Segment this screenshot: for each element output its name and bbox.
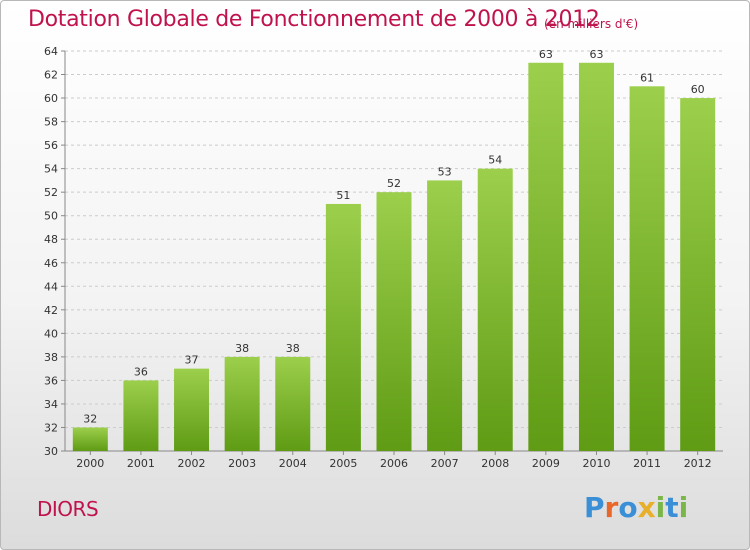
data-label-2007: 53 <box>438 165 452 178</box>
x-tick-label-2001: 2001 <box>127 457 155 470</box>
y-tick-label: 34 <box>44 398 58 411</box>
x-tick-label-2011: 2011 <box>633 457 661 470</box>
bar-2006 <box>376 192 412 452</box>
logo-letter: x <box>637 491 656 524</box>
x-tick-label-2008: 2008 <box>481 457 509 470</box>
y-tick-label: 52 <box>44 186 58 199</box>
x-tick-label-2010: 2010 <box>582 457 610 470</box>
y-tick-label: 56 <box>44 139 58 152</box>
data-label-2005: 51 <box>336 189 350 202</box>
labels: 30 32 34 36 38 40 42 44 46 48 50 52 54 56 58 60 62 64 32 20… <box>44 45 712 470</box>
x-tick-label-2003: 2003 <box>228 457 256 470</box>
y-tick-label: 62 <box>44 69 58 82</box>
data-label-2000: 32 <box>83 412 97 425</box>
bar-2003 <box>224 356 260 451</box>
data-label-2012: 60 <box>691 83 705 96</box>
x-tick-label-2000: 2000 <box>76 457 104 470</box>
commune-name: DIORS <box>37 497 99 521</box>
data-label-2008: 54 <box>488 154 502 167</box>
bar-2010 <box>578 62 614 451</box>
bar-2012 <box>680 98 716 451</box>
x-tick-label-2006: 2006 <box>380 457 408 470</box>
x-tick-label-2007: 2007 <box>431 457 459 470</box>
logo-letter: i <box>655 491 666 524</box>
bar-2007 <box>427 180 463 452</box>
logo-letter: P <box>584 491 605 524</box>
y-tick-label: 32 <box>44 421 58 434</box>
y-tick-label: 60 <box>44 92 58 105</box>
logo-letter: o <box>618 491 638 524</box>
logo-letter: t <box>665 491 679 524</box>
y-tick-label: 58 <box>44 116 58 129</box>
x-tick-label-2004: 2004 <box>279 457 307 470</box>
x-tick-label-2009: 2009 <box>532 457 560 470</box>
x-tick-label-2005: 2005 <box>329 457 357 470</box>
logo-letter: r <box>604 491 619 524</box>
y-tick-label: 64 <box>44 45 58 58</box>
y-tick-label: 30 <box>44 445 58 458</box>
y-tick-label: 42 <box>44 304 58 317</box>
chart-title: Dotation Globale de Fonctionnement de 20… <box>28 7 600 32</box>
chart-subtitle: (en milliers d'€) <box>544 17 639 31</box>
y-tick-label: 38 <box>44 351 58 364</box>
bar-2000 <box>72 427 108 451</box>
data-label-2006: 52 <box>387 177 401 190</box>
y-tick-label: 44 <box>44 280 58 293</box>
y-tick-label: 48 <box>44 233 58 246</box>
bar-2008 <box>477 168 513 451</box>
bar-2004 <box>275 356 311 451</box>
data-label-2004: 38 <box>286 342 300 355</box>
bar-2002 <box>174 368 210 451</box>
bar-2005 <box>325 203 361 451</box>
data-label-2011: 61 <box>640 71 654 84</box>
bar-2001 <box>123 380 159 451</box>
y-tick-label: 40 <box>44 327 58 340</box>
bar-2011 <box>629 86 665 451</box>
y-tick-label: 50 <box>44 210 58 223</box>
proxiti-logo[interactable]: Proxiti <box>584 491 688 524</box>
y-tick-label: 54 <box>44 163 58 176</box>
data-label-2010: 63 <box>589 48 603 61</box>
data-label-2002: 37 <box>185 354 199 367</box>
data-label-2009: 63 <box>539 48 553 61</box>
data-label-2003: 38 <box>235 342 249 355</box>
logo-letter: i <box>678 491 689 524</box>
data-label-2001: 36 <box>134 365 148 378</box>
y-tick-label: 36 <box>44 374 58 387</box>
x-tick-label-2002: 2002 <box>178 457 206 470</box>
bars <box>72 62 716 452</box>
x-tick-label-2012: 2012 <box>684 457 712 470</box>
bar-2009 <box>528 62 564 451</box>
y-tick-label: 46 <box>44 257 58 270</box>
